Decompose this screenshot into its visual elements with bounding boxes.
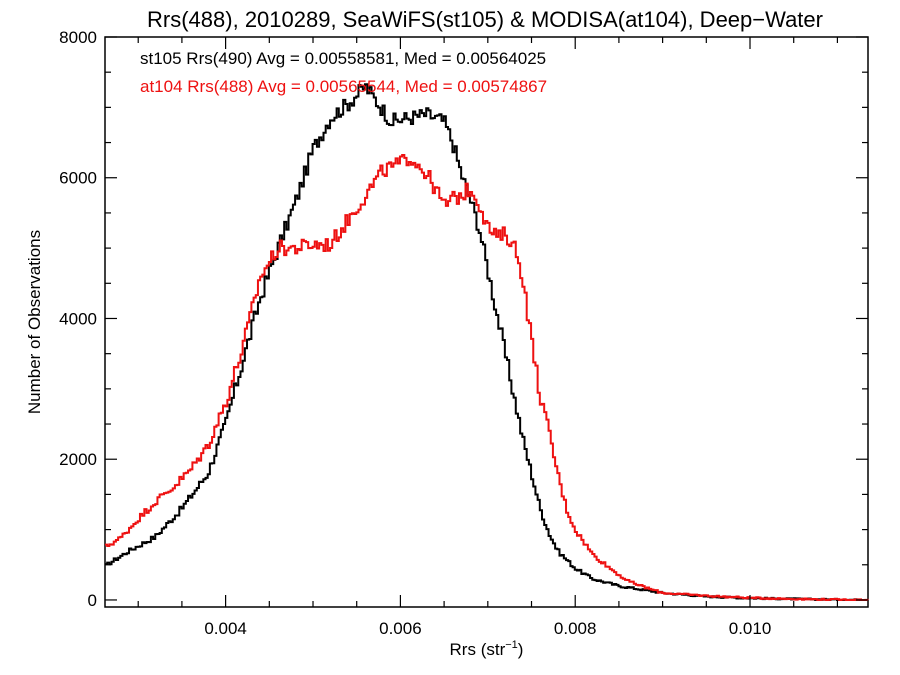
x-tick-label: 0.010 bbox=[729, 619, 772, 638]
x-tick-label: 0.004 bbox=[204, 619, 247, 638]
y-tick-label: 6000 bbox=[59, 169, 97, 188]
y-tick-label: 8000 bbox=[59, 28, 97, 47]
x-axis: 0.004 0.006 0.008 0.010 bbox=[137, 37, 839, 638]
annotation-at104: at104 Rrs(488) Avg = 0.00565544, Med = 0… bbox=[140, 77, 547, 96]
annotation-st105: st105 Rrs(490) Avg = 0.00558581, Med = 0… bbox=[140, 49, 546, 68]
x-axis-title-close: ) bbox=[518, 640, 524, 659]
y-axis: 0 2000 4000 6000 8000 bbox=[59, 28, 868, 610]
plot-frame bbox=[104, 36, 869, 608]
plot-area: 0.004 0.006 0.008 0.010 0 2000 4000 6000 8000 bbox=[59, 28, 869, 638]
series-line-st105 bbox=[105, 83, 868, 601]
chart-title: Rrs(488), 2010289, SeaWiFS(st105) & MODI… bbox=[147, 7, 823, 32]
series-layer bbox=[105, 83, 869, 601]
x-axis-title-main: Rrs (str bbox=[450, 640, 506, 659]
x-tick-label: 0.006 bbox=[379, 619, 422, 638]
series-line-at104 bbox=[105, 154, 869, 601]
x-tick-label: 0.008 bbox=[554, 619, 597, 638]
x-axis-title: Rrs (str−1) bbox=[450, 639, 524, 659]
y-tick-label: 0 bbox=[88, 591, 97, 610]
x-axis-title-superscript: −1 bbox=[505, 639, 518, 651]
y-tick-label: 4000 bbox=[59, 309, 97, 328]
y-tick-label: 2000 bbox=[59, 450, 97, 469]
y-axis-title: Number of Observations bbox=[25, 230, 44, 414]
